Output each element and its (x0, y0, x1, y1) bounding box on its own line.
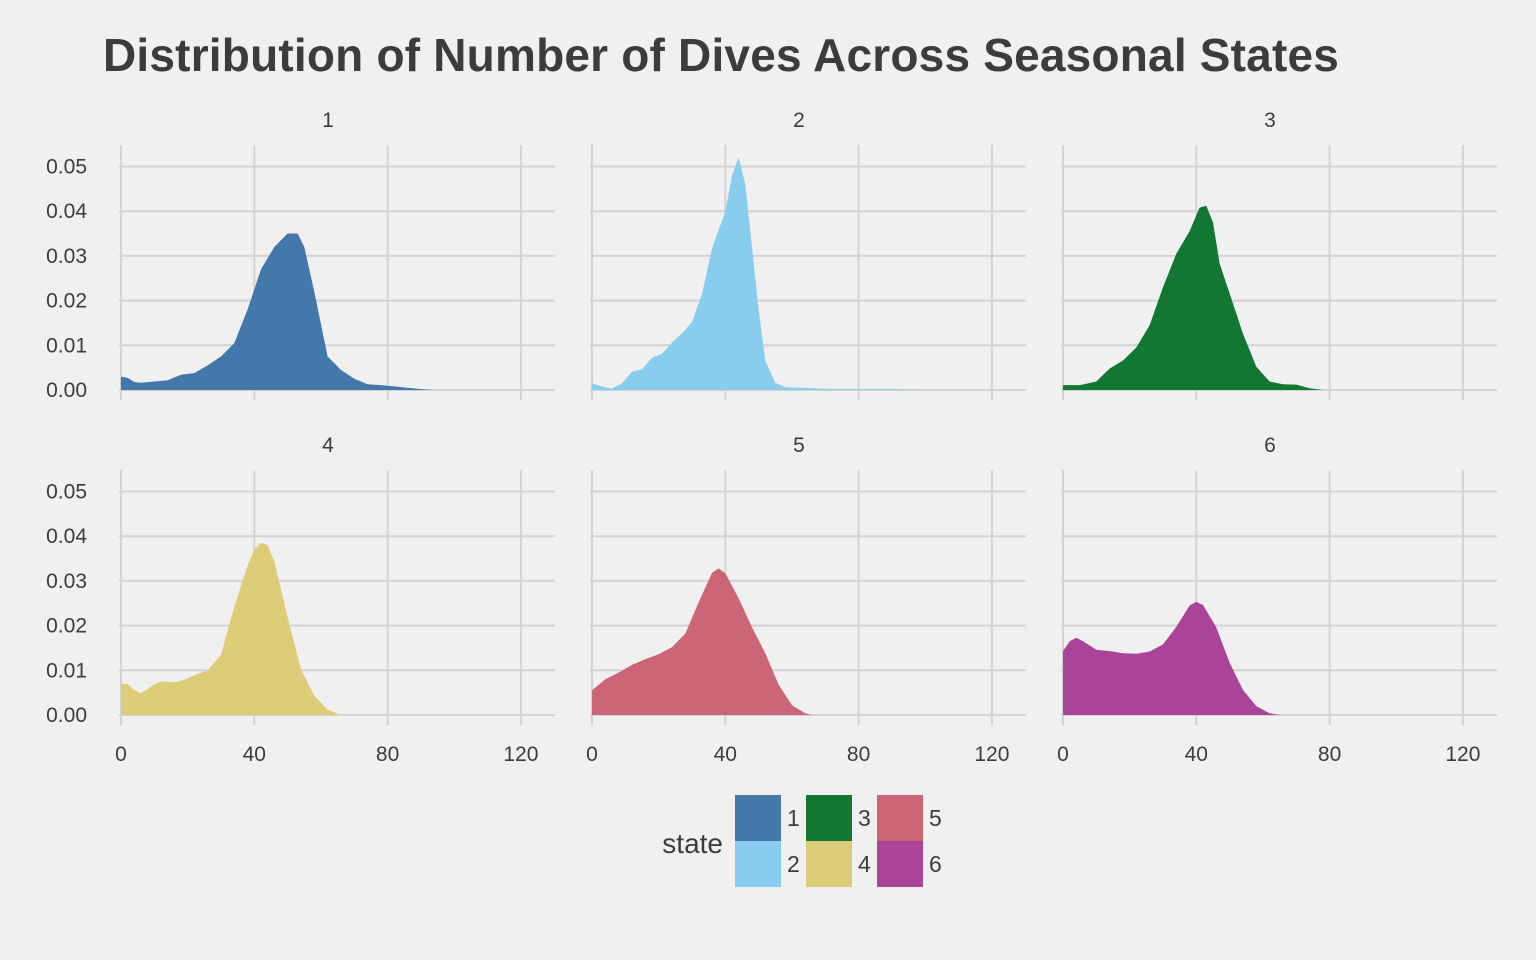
y-tick-label: 0.05 (46, 481, 87, 504)
facet-strip-label: 4 (322, 434, 334, 457)
x-tick-label: 40 (243, 743, 266, 766)
y-tick-label: 0.00 (46, 379, 87, 402)
density-area-state-6 (1063, 601, 1280, 715)
facet-strip-label: 3 (1264, 109, 1276, 132)
facet-strip-label: 2 (793, 109, 805, 132)
legend-label: 1 (787, 805, 800, 831)
facet-panel-3: 3 (1061, 109, 1497, 400)
legend-label: 5 (929, 805, 942, 831)
legend-item-3: 3 (806, 795, 871, 841)
legend-swatch (877, 841, 923, 887)
density-area-state-2 (592, 157, 926, 390)
y-tick-label: 0.05 (46, 156, 87, 179)
legend-item-1: 1 (735, 795, 800, 841)
density-area-state-4 (121, 542, 341, 715)
y-tick-label: 0.03 (46, 245, 87, 268)
facet-strip-label: 6 (1264, 434, 1276, 457)
legend-swatch (735, 795, 781, 841)
legend-title: state (662, 828, 723, 859)
facet-strip-label: 5 (793, 434, 805, 457)
x-tick-label: 80 (847, 743, 870, 766)
y-tick-label: 0.00 (46, 704, 87, 727)
facet-panel-4: 4 0.00 0.01 0.02 0.03 0.04 0.05 0 40 80 120 (46, 434, 555, 766)
x-tick-label: 40 (714, 743, 737, 766)
legend-label: 3 (858, 805, 871, 831)
x-tick-label: 80 (1318, 743, 1341, 766)
x-tick-label: 120 (974, 743, 1009, 766)
legend: state 1 2 3 4 5 6 (662, 795, 942, 887)
y-tick-label: 0.02 (46, 615, 87, 638)
facet-panel-1: 1 0.00 0.01 0.02 0.03 0.04 0.05 (46, 109, 555, 402)
density-area-state-1 (121, 233, 435, 390)
y-tick-label: 0.04 (46, 525, 87, 548)
legend-item-6: 6 (877, 841, 942, 887)
chart-title: Distribution of Number of Dives Across S… (103, 29, 1340, 81)
facet-panel-6: 6 0 40 80 120 (1057, 434, 1497, 766)
density-area-state-5 (592, 568, 812, 715)
facet-panel-5: 5 0 40 80 120 (586, 434, 1026, 766)
x-tick-label: 0 (586, 743, 598, 766)
legend-item-4: 4 (806, 841, 871, 887)
x-tick-label: 80 (376, 743, 399, 766)
density-area-state-3 (1063, 205, 1323, 390)
legend-label: 4 (858, 851, 871, 877)
x-tick-label: 120 (1445, 743, 1480, 766)
legend-swatch (806, 841, 852, 887)
legend-swatch (735, 841, 781, 887)
facet-strip-label: 1 (322, 109, 334, 132)
x-tick-label: 120 (503, 743, 538, 766)
legend-swatch (806, 795, 852, 841)
legend-swatch (877, 795, 923, 841)
facet-panel-2: 2 (590, 109, 1026, 400)
legend-label: 2 (787, 851, 800, 877)
x-tick-label: 0 (1057, 743, 1069, 766)
legend-item-2: 2 (735, 841, 800, 887)
y-tick-label: 0.04 (46, 200, 87, 223)
legend-item-5: 5 (877, 795, 942, 841)
x-tick-label: 0 (115, 743, 127, 766)
y-tick-label: 0.01 (46, 334, 87, 357)
y-tick-label: 0.03 (46, 570, 87, 593)
legend-label: 6 (929, 851, 942, 877)
y-tick-label: 0.02 (46, 290, 87, 313)
y-tick-label: 0.01 (46, 659, 87, 682)
x-tick-label: 40 (1185, 743, 1208, 766)
